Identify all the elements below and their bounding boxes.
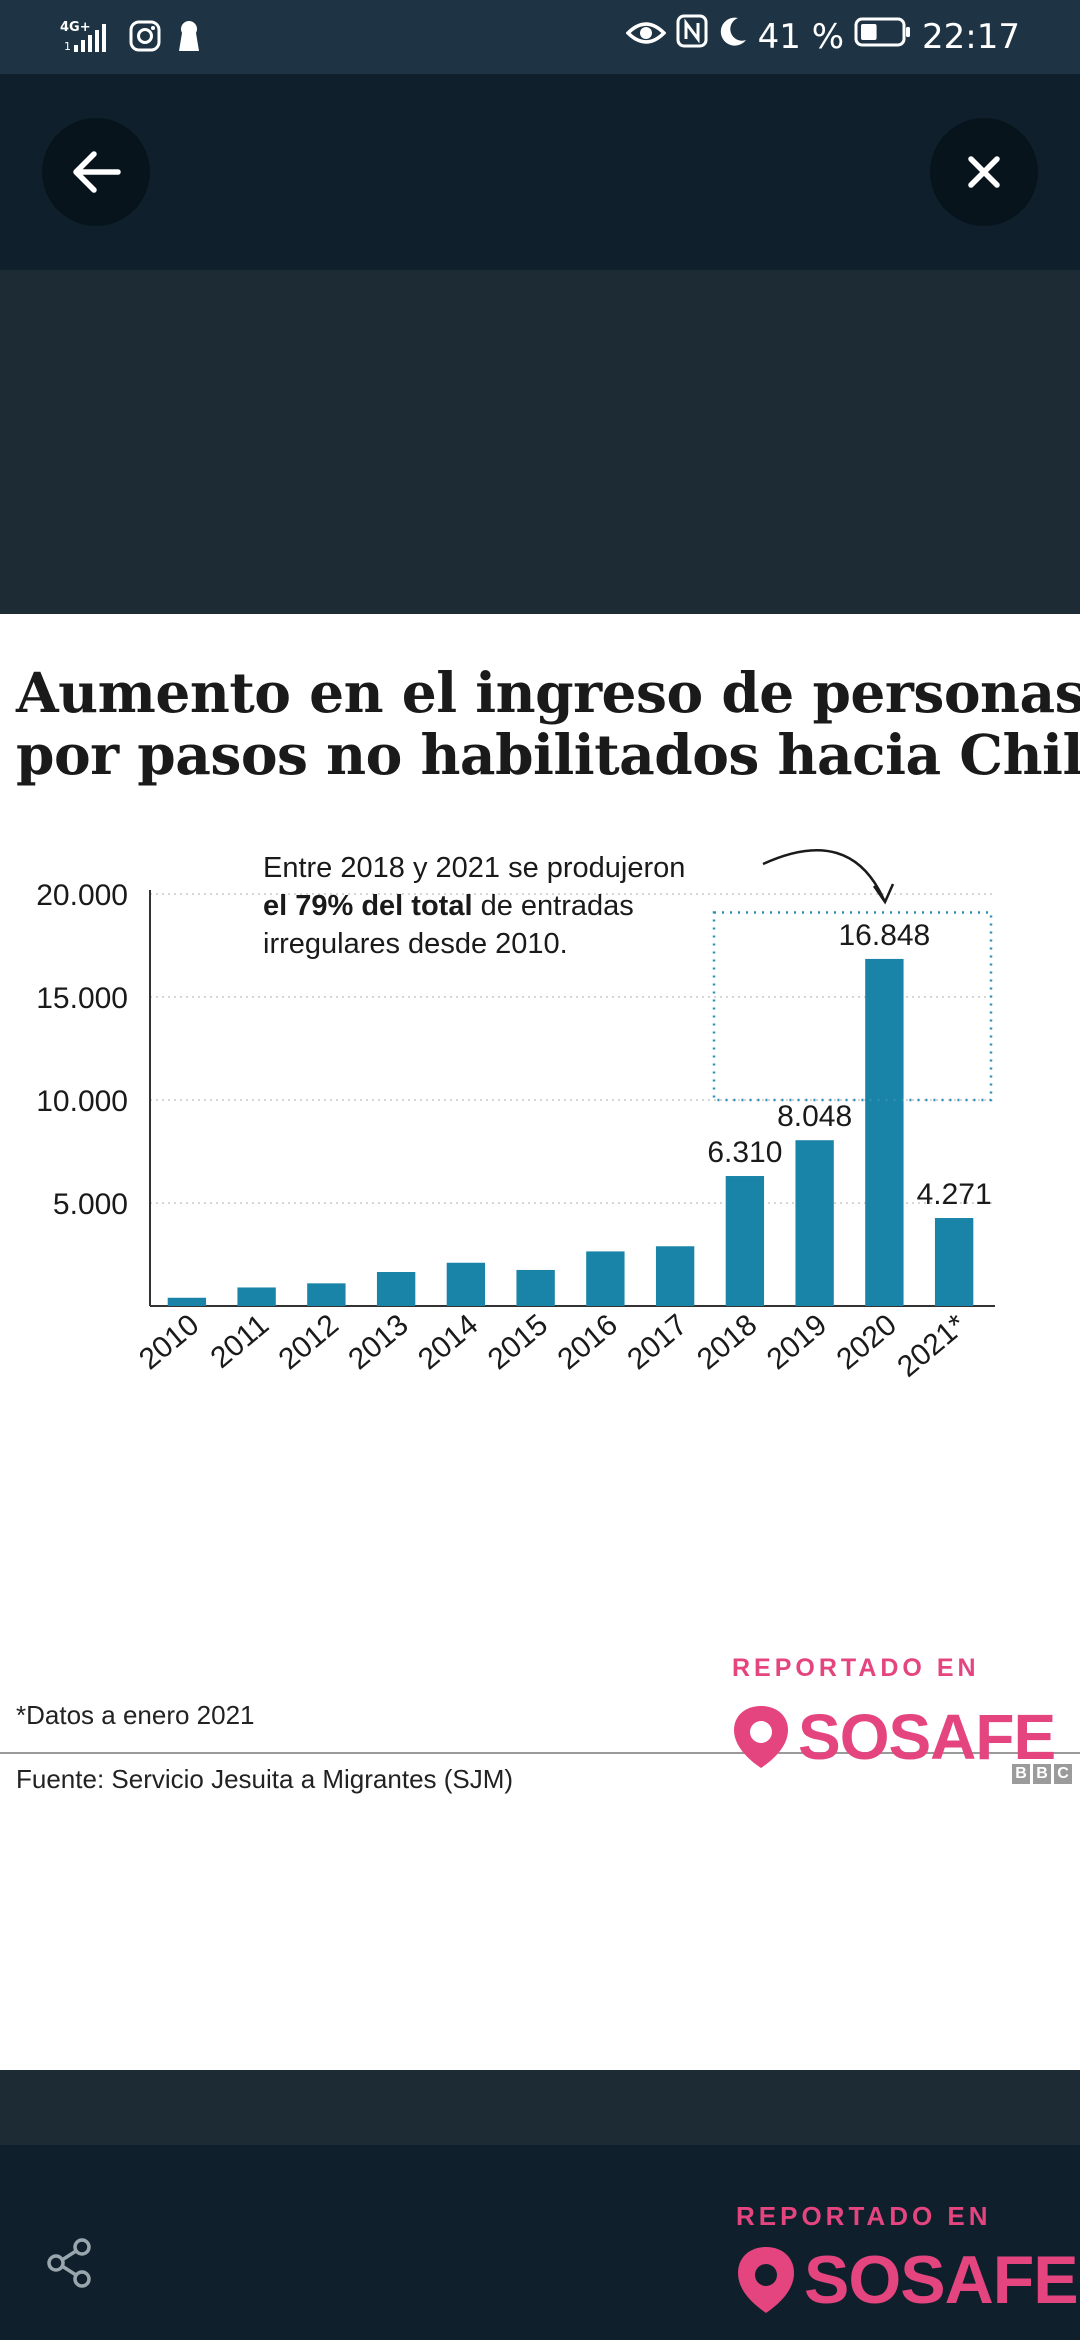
bottom-bar: REPORTADO EN SOSAFE (0, 2145, 1080, 2340)
eye-icon (625, 15, 667, 59)
x-tick-label: 2010 (133, 1308, 205, 1376)
sosafe-logo: SOSAFE (730, 1701, 1056, 1773)
battery-percent: 41 % (757, 16, 845, 57)
y-tick-label: 15.000 (36, 982, 128, 1015)
bar (516, 1269, 555, 1306)
annotation-emphasis: el 79% del total (263, 890, 473, 922)
y-tick-label: 5.000 (53, 1188, 128, 1221)
close-icon (968, 156, 1000, 188)
bottom-reported-label: REPORTADO EN (736, 2201, 992, 2231)
x-tick-label: 2018 (691, 1308, 763, 1376)
x-tick-label: 2019 (761, 1308, 833, 1376)
bbc-letter: B (1012, 1764, 1030, 1784)
infographic-image: Aumento en el ingreso de personas por pa… (0, 614, 1080, 2070)
annotation-line-2-rest: de entradas (472, 890, 634, 922)
chart-title: Aumento en el ingreso de personas por pa… (16, 660, 1080, 787)
bar (307, 1283, 346, 1306)
data-label: 8.048 (777, 1100, 852, 1133)
sosafe-wordmark: SOSAFE (798, 1701, 1056, 1773)
chart-source: Fuente: Servicio Jesuita a Migrantes (SJ… (16, 1764, 514, 1794)
x-tick-label: 2020 (831, 1308, 903, 1376)
bar (934, 1218, 974, 1306)
share-icon (47, 2238, 91, 2288)
x-tick-label: 2013 (342, 1308, 414, 1376)
bar (725, 1176, 765, 1306)
annotation-arrow (762, 849, 886, 901)
close-button[interactable] (930, 118, 1038, 226)
x-tick-label: 2015 (482, 1308, 554, 1376)
bbc-letter: B (1033, 1764, 1051, 1784)
x-tick-label: 2017 (621, 1308, 693, 1376)
bottom-sosafe-wordmark: SOSAFE (804, 2242, 1079, 2318)
x-tick-label: 2021* (891, 1308, 973, 1384)
bar (446, 1262, 486, 1306)
network-type-label: 4G+ (60, 20, 91, 35)
bar (655, 1246, 695, 1306)
annotation-line-1: Entre 2018 y 2021 se produjeron (263, 852, 686, 884)
bar (167, 1297, 207, 1306)
viewer-header (0, 74, 1080, 270)
share-button[interactable] (40, 2233, 100, 2293)
x-tick-label: 2011 (204, 1308, 275, 1375)
keyhole-icon (176, 19, 202, 57)
instagram-icon (128, 19, 162, 57)
x-tick-label: 2012 (273, 1308, 345, 1376)
x-tick-label: 2016 (552, 1308, 624, 1376)
bbc-logo: B B C (1012, 1764, 1072, 1784)
annotation-line-3: irregulares desde 2010. (263, 928, 568, 960)
source-divider (0, 1752, 1080, 1754)
chart-annotation: Entre 2018 y 2021 se produjeron el 79% d… (263, 849, 685, 963)
arrow-left-icon (73, 151, 121, 193)
bbc-letter: C (1054, 1764, 1072, 1784)
battery-icon (854, 15, 912, 59)
reported-label: REPORTADO EN (732, 1654, 980, 1682)
annotation-arrowhead (872, 883, 895, 905)
moon-icon (718, 15, 748, 59)
sosafe-shield-icon (738, 2247, 794, 2313)
bar (865, 958, 904, 1306)
annotation-line-2: el 79% del total de entradas (263, 887, 685, 925)
y-tick-label: 10.000 (36, 1085, 128, 1118)
data-label: 4.271 (917, 1178, 992, 1211)
nfc-icon (676, 14, 708, 59)
data-label: 6.310 (707, 1136, 782, 1169)
data-label: 16.848 (838, 919, 930, 952)
image-viewer[interactable]: Aumento en el ingreso de personas por pa… (0, 270, 1080, 2145)
bar (586, 1251, 625, 1306)
status-bar-left: 4G+ 1 (58, 18, 202, 58)
bar (237, 1287, 276, 1306)
signal-icon: 4G+ 1 (58, 18, 114, 58)
status-bar-right: 41 % 22:17 (625, 14, 1020, 59)
y-tick-label: 20.000 (36, 879, 128, 912)
chart-title-line-1: Aumento en el ingreso de personas (16, 660, 1080, 725)
svg-text:1: 1 (64, 40, 71, 53)
chart-title-line-2: por pasos no habilitados hacia Chile (16, 722, 1080, 787)
status-bar: 4G+ 1 (0, 0, 1080, 74)
clock: 22:17 (922, 16, 1020, 57)
x-tick-label: 2014 (412, 1308, 484, 1376)
bar (795, 1140, 834, 1306)
bar (376, 1272, 416, 1306)
bottom-sosafe-logo: SOSAFE (734, 2242, 1079, 2318)
back-button[interactable] (42, 118, 150, 226)
chart-footnote: *Datos a enero 2021 (16, 1700, 255, 1730)
sosafe-shield-icon (734, 1706, 788, 1768)
